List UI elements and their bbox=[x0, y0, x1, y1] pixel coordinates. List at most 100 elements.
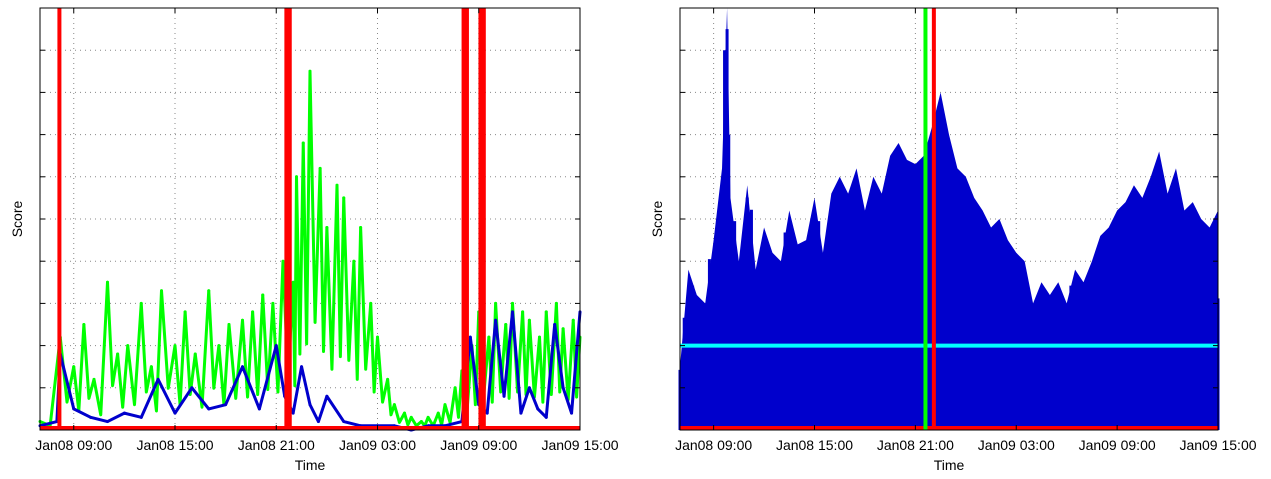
series-line bbox=[39, 69, 582, 428]
data-point bbox=[553, 323, 557, 326]
data-point bbox=[561, 386, 565, 390]
data-point bbox=[359, 225, 363, 229]
data-point bbox=[301, 141, 305, 145]
data-point bbox=[193, 352, 197, 356]
data-point bbox=[527, 318, 531, 322]
data-point bbox=[291, 280, 295, 284]
data-point bbox=[538, 335, 541, 339]
y-axis-label: Score bbox=[9, 201, 25, 238]
x-tick-label: Jan08 15:00 bbox=[136, 437, 213, 453]
data-point bbox=[207, 407, 211, 411]
data-point bbox=[536, 407, 540, 411]
data-point bbox=[291, 411, 295, 415]
data-point bbox=[494, 318, 498, 322]
data-point bbox=[261, 293, 265, 297]
data-point bbox=[173, 344, 177, 348]
data-point bbox=[300, 365, 304, 369]
data-point bbox=[241, 318, 244, 322]
left-chart-panel: Jan08 09:00 Jan08 15:00 Jan08 21:00 Jan09 0… bbox=[9, 7, 619, 473]
x-tick-label: Jan09 03:00 bbox=[978, 437, 1055, 453]
data-point bbox=[436, 411, 440, 415]
x-tick-label: Jan09 15:00 bbox=[1179, 437, 1256, 453]
x-tick-label: Jan09 15:00 bbox=[541, 437, 618, 453]
x-tick-label: Jan09 09:00 bbox=[440, 437, 517, 453]
x-tick-label: Jan08 15:00 bbox=[776, 437, 853, 453]
data-point bbox=[369, 301, 373, 305]
data-point bbox=[519, 411, 523, 415]
data-point bbox=[173, 411, 177, 415]
data-point bbox=[502, 394, 506, 398]
data-point bbox=[207, 289, 211, 293]
data-point bbox=[281, 259, 285, 263]
data-point bbox=[403, 411, 406, 415]
data-point bbox=[139, 301, 143, 305]
data-point bbox=[468, 335, 472, 339]
data-point bbox=[116, 352, 120, 356]
data-point bbox=[318, 166, 322, 170]
data-point bbox=[156, 377, 160, 381]
data-point bbox=[392, 403, 396, 407]
data-point bbox=[419, 420, 423, 424]
data-point bbox=[308, 403, 312, 407]
data-point bbox=[308, 69, 312, 73]
data-point bbox=[325, 225, 329, 229]
data-point bbox=[106, 280, 109, 284]
data-point bbox=[527, 386, 531, 390]
x-tick-label: Jan08 21:00 bbox=[238, 437, 315, 453]
data-point bbox=[561, 327, 565, 331]
data-point bbox=[257, 407, 261, 411]
x-tick-label: Jan08 09:00 bbox=[35, 437, 112, 453]
data-point bbox=[190, 386, 194, 390]
data-point bbox=[72, 407, 76, 411]
series-1 bbox=[678, 8, 1220, 430]
data-point bbox=[571, 318, 575, 322]
data-point bbox=[335, 183, 339, 187]
data-point bbox=[106, 420, 109, 424]
data-point bbox=[554, 301, 558, 305]
data-point bbox=[376, 335, 379, 339]
data-point bbox=[494, 301, 498, 305]
data-point bbox=[426, 415, 430, 419]
data-point bbox=[271, 301, 275, 305]
data-point bbox=[274, 344, 278, 348]
data-point bbox=[342, 420, 346, 424]
data-point bbox=[72, 365, 76, 369]
x-tick-label: Jan08 21:00 bbox=[877, 437, 954, 453]
data-point bbox=[316, 420, 320, 424]
right-chart-panel: Jan08 09:00 Jan08 15:00 Jan08 21:00 Jan09 0… bbox=[649, 7, 1257, 473]
data-point bbox=[295, 175, 298, 179]
data-point bbox=[453, 386, 457, 390]
x-axis-label: Time bbox=[934, 457, 965, 473]
data-point bbox=[122, 411, 126, 415]
data-point bbox=[126, 344, 130, 348]
data-point bbox=[521, 310, 525, 314]
x-tick-label: Jan08 09:00 bbox=[675, 437, 752, 453]
data-point bbox=[570, 411, 574, 415]
data-point bbox=[149, 365, 153, 369]
data-point bbox=[386, 377, 390, 381]
data-point bbox=[325, 394, 329, 398]
data-point bbox=[544, 415, 548, 419]
data-point bbox=[227, 323, 231, 326]
data-point bbox=[443, 403, 447, 407]
data-point bbox=[82, 323, 86, 326]
data-point bbox=[544, 310, 548, 314]
data-point bbox=[139, 415, 143, 419]
data-point bbox=[511, 301, 514, 305]
data-point bbox=[485, 411, 489, 415]
series-line bbox=[39, 310, 582, 432]
data-point bbox=[511, 310, 514, 314]
data-point bbox=[504, 323, 508, 326]
y-axis-label: Score bbox=[649, 201, 665, 238]
data-point bbox=[342, 196, 346, 200]
data-point bbox=[183, 310, 187, 314]
data-point bbox=[217, 344, 221, 348]
data-point bbox=[160, 289, 163, 293]
data-point bbox=[352, 259, 356, 263]
data-point bbox=[409, 415, 413, 419]
data-point bbox=[92, 377, 96, 381]
data-point bbox=[487, 335, 491, 339]
data-point bbox=[241, 365, 244, 369]
data-point bbox=[89, 415, 93, 419]
